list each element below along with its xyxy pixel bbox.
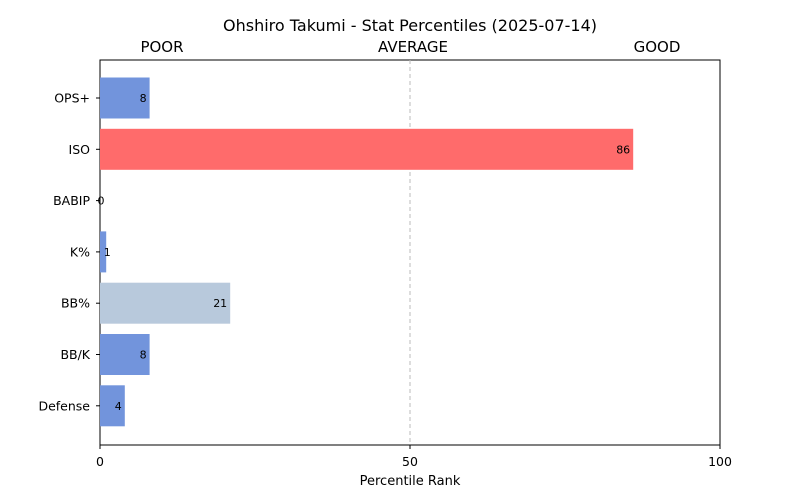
x-ticks: 0 50 100 (96, 445, 732, 469)
y-tick-label-iso: ISO (69, 142, 91, 157)
bar-ops (100, 77, 150, 119)
y-tick-label-ops: OPS+ (54, 91, 90, 106)
zone-labels: POOR AVERAGE GOOD (140, 38, 680, 56)
zone-label-good: GOOD (634, 38, 681, 56)
bar-iso (100, 128, 634, 170)
zone-label-poor: POOR (140, 38, 183, 56)
value-label-bb: 21 (213, 297, 227, 310)
value-label-ops: 8 (140, 92, 147, 105)
bar-defense (100, 385, 125, 427)
y-tick-label-bb-k: BB/K (60, 347, 90, 362)
y-tick-label-k: K% (70, 244, 90, 259)
value-label-iso: 86 (616, 143, 630, 156)
bar-bb (100, 282, 231, 324)
x-axis-label: Percentile Rank (360, 474, 461, 489)
value-label-k: 1 (104, 246, 111, 259)
y-tick-label-babip: BABIP (53, 193, 90, 208)
value-labels: 8 86 0 1 21 8 4 (98, 92, 631, 413)
value-label-bb-k: 8 (140, 349, 147, 362)
x-tick-label-0: 0 (96, 454, 104, 469)
chart-title: Ohshiro Takumi - Stat Percentiles (2025-… (223, 16, 597, 35)
y-tick-label-bb: BB% (61, 296, 90, 311)
bar-bb-k (100, 334, 150, 375)
y-tick-labels: OPS+ ISO BABIP K% BB% BB/K Defense (38, 91, 100, 413)
zone-label-average: AVERAGE (378, 38, 448, 56)
x-tick-label-100: 100 (708, 454, 732, 469)
x-tick-label-50: 50 (402, 454, 418, 469)
value-label-babip: 0 (98, 195, 105, 208)
bar-k (100, 231, 107, 273)
bars (100, 77, 634, 427)
y-tick-label-defense: Defense (38, 398, 90, 413)
value-label-defense: 4 (115, 400, 122, 413)
